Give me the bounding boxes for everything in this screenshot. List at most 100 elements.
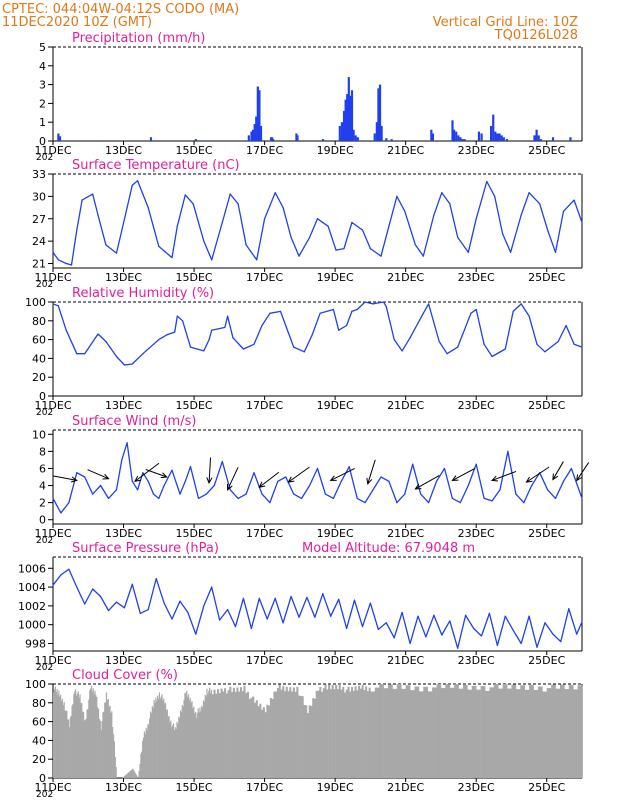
x-tick-label: 19DEC	[317, 654, 354, 667]
series-point	[451, 497, 453, 499]
series-point	[264, 218, 266, 220]
cloud-bar	[167, 716, 169, 778]
cloud-bar	[86, 709, 88, 778]
series-point	[92, 493, 94, 495]
cloud-bar	[94, 690, 96, 778]
cloud-bar	[151, 706, 153, 778]
cloud-bar	[324, 684, 327, 778]
wind-arrow	[206, 457, 213, 485]
series-point	[176, 315, 178, 317]
precip-bar	[250, 131, 253, 141]
series-point	[131, 583, 133, 585]
cloud-bar	[74, 691, 76, 778]
y-tick-label: 33	[32, 168, 46, 181]
series-point	[293, 346, 295, 348]
series-point	[404, 210, 406, 212]
y-tick-label: 5	[39, 41, 46, 54]
cloud-bar	[502, 684, 508, 778]
series-point	[234, 625, 237, 628]
cloud-bar	[122, 777, 124, 778]
wind-arrow	[134, 462, 160, 482]
x-tick-label: 21DEC	[387, 144, 424, 157]
cloud-bar	[449, 687, 455, 778]
series-point	[179, 493, 181, 495]
cloud-bar	[112, 726, 114, 778]
cloud-bar	[250, 697, 253, 778]
cloud-bar	[542, 691, 548, 778]
cloud-bar	[195, 717, 198, 778]
cloud-bar	[190, 702, 192, 778]
series-point	[491, 355, 493, 358]
x-tick-label: 23DEC	[458, 527, 495, 540]
x-tick-label: 15DEC	[176, 654, 213, 667]
series-point	[491, 500, 493, 502]
wind-arrow	[451, 467, 476, 481]
series-point	[554, 497, 557, 499]
series-point	[187, 611, 189, 614]
cloud-bar	[187, 694, 190, 778]
series-point	[203, 605, 205, 607]
series-point	[211, 259, 213, 261]
cloud-bar	[296, 686, 299, 778]
series-point	[388, 480, 390, 482]
cloud-bar	[232, 687, 235, 778]
cloud-bar	[194, 713, 196, 778]
series-point	[393, 637, 395, 639]
wind-arrow-head	[70, 476, 78, 483]
precip-bar	[492, 114, 495, 141]
x-tick-label: 13DEC	[105, 527, 142, 540]
series-point	[573, 343, 575, 345]
y-tick-label: 998	[25, 637, 46, 650]
cloud-bar	[239, 687, 242, 778]
series-point	[565, 324, 567, 327]
series-point	[60, 574, 62, 576]
cloud-bar	[166, 709, 168, 778]
wind-arrow-shaft	[415, 475, 440, 490]
cloud-bar	[410, 690, 415, 778]
cloud-bar	[374, 687, 380, 778]
series-point	[158, 245, 160, 247]
cloud-bar	[130, 770, 132, 778]
cloud-bar	[177, 723, 179, 778]
cloud-bar	[493, 684, 499, 778]
wind-arrow-shaft	[552, 461, 564, 480]
cloud-bar	[405, 685, 411, 778]
cloud-bar	[331, 684, 334, 778]
series-point	[171, 469, 173, 471]
y-tick-label: 3	[39, 79, 46, 92]
cloud-bar	[241, 691, 244, 778]
series-point	[475, 463, 477, 465]
series-point	[221, 461, 223, 463]
cloud-bar	[131, 769, 133, 778]
precip-bar	[533, 135, 536, 141]
precip-bar	[149, 137, 153, 141]
cloud-bar	[218, 693, 221, 778]
series-point	[65, 329, 67, 331]
y-tick-label: 1004	[18, 581, 46, 594]
cloud-bar	[285, 686, 288, 778]
precip-bar	[490, 125, 493, 141]
y-tick-label: 21	[32, 258, 46, 271]
wind-arrow-shaft	[288, 466, 310, 483]
cloud-bar	[312, 698, 315, 778]
wind-arrow-shaft	[491, 470, 517, 481]
y-tick-label: 40	[32, 352, 46, 365]
series-point	[330, 615, 332, 617]
series-point	[208, 339, 210, 341]
cloud-bar	[73, 694, 75, 778]
wind-arrow	[226, 467, 239, 491]
series-point	[520, 642, 522, 645]
series-point	[311, 334, 313, 336]
cloud-bar	[103, 711, 105, 778]
series-point	[308, 484, 311, 487]
cloud-bar	[115, 767, 117, 778]
cloud-bar	[142, 740, 144, 778]
series-point	[277, 480, 279, 482]
series-point	[123, 607, 126, 609]
cloud-bar	[161, 694, 163, 778]
series-point	[343, 248, 345, 250]
panel-5: Cloud Cover (%) 0 20 40 60 80 100 11DEC 13DEC 15D…	[25, 668, 583, 800]
model-altitude-label: Model Altitude: 67.9048 m	[302, 541, 475, 556]
series-point	[52, 251, 54, 253]
wind-arrow	[525, 466, 550, 483]
